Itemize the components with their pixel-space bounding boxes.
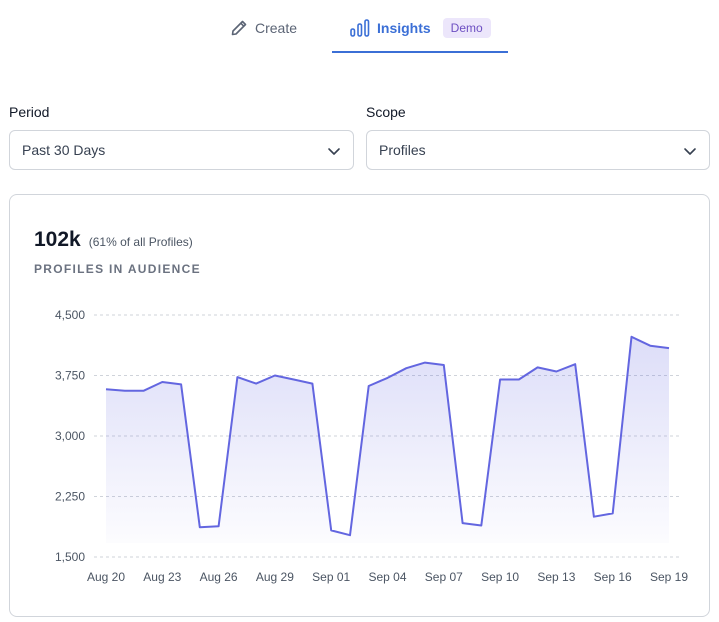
demo-badge: Demo [442, 18, 491, 38]
data-point[interactable] [667, 346, 672, 351]
data-point[interactable] [648, 343, 653, 348]
tab-insights-label: Insights [377, 20, 431, 36]
data-point[interactable] [329, 528, 334, 533]
data-point[interactable] [160, 379, 165, 384]
data-point[interactable] [141, 388, 146, 393]
data-point[interactable] [197, 525, 202, 530]
metric-label: PROFILES IN AUDIENCE [34, 262, 201, 276]
x-tick-label: Aug 23 [143, 570, 181, 584]
metric-value: 102k [34, 228, 81, 251]
data-point[interactable] [479, 523, 484, 528]
chart-area-fill [106, 336, 669, 543]
chevron-down-icon [328, 148, 340, 155]
active-tab-indicator [332, 51, 508, 53]
x-tick-label: Sep 04 [368, 570, 406, 584]
tab-insights[interactable]: Insights Demo [349, 18, 491, 38]
data-point[interactable] [347, 533, 352, 538]
data-point[interactable] [291, 377, 296, 382]
data-point[interactable] [554, 369, 559, 374]
data-point[interactable] [610, 511, 615, 516]
data-point[interactable] [460, 521, 465, 526]
bar-chart-icon [350, 19, 370, 37]
x-tick-label: Aug 20 [87, 570, 125, 584]
x-tick-label: Aug 26 [200, 570, 238, 584]
data-point[interactable] [179, 382, 184, 387]
y-tick-label: 4,500 [55, 308, 85, 322]
x-tick-label: Sep 19 [650, 570, 688, 584]
metric-subtitle: (61% of all Profiles) [88, 235, 193, 249]
y-tick-label: 1,500 [55, 550, 85, 564]
data-point[interactable] [216, 524, 221, 529]
data-point[interactable] [385, 375, 390, 380]
data-point[interactable] [366, 383, 371, 388]
data-point[interactable] [254, 381, 259, 386]
y-tick-label: 3,750 [55, 369, 85, 383]
chevron-down-icon [684, 148, 696, 155]
tab-create-label: Create [255, 20, 298, 36]
y-tick-label: 3,000 [55, 429, 85, 443]
data-point[interactable] [573, 362, 578, 367]
period-select[interactable]: Past 30 Days [9, 130, 354, 170]
x-tick-label: Sep 16 [594, 570, 632, 584]
chart-series-line [105, 335, 670, 537]
pencil-icon [231, 20, 247, 36]
data-point[interactable] [629, 334, 634, 339]
x-tick-label: Sep 13 [537, 570, 575, 584]
y-tick-label: 2,250 [55, 490, 85, 504]
scope-select-value: Profiles [379, 142, 426, 158]
data-point[interactable] [591, 514, 596, 519]
data-point[interactable] [104, 387, 109, 392]
data-point[interactable] [404, 366, 409, 371]
period-label: Period [9, 104, 50, 120]
data-point[interactable] [272, 373, 277, 378]
data-point[interactable] [423, 360, 428, 365]
metric-summary: 102k (61% of all Profiles) [34, 228, 193, 252]
data-point[interactable] [498, 377, 503, 382]
x-tick-label: Aug 29 [256, 570, 294, 584]
x-tick-label: Sep 07 [425, 570, 463, 584]
data-point[interactable] [441, 363, 446, 368]
chart-y-axis: 1,500 2,250 3,000 3,750 4,500 [55, 308, 85, 564]
period-select-value: Past 30 Days [22, 142, 106, 158]
chart-x-axis: Aug 20 Aug 23 Aug 26 Aug 29 Sep 01 Sep 04 Sep … [87, 570, 688, 584]
x-tick-label: Sep 10 [481, 570, 519, 584]
tab-create[interactable]: Create [229, 18, 297, 38]
x-tick-label: Sep 01 [312, 570, 350, 584]
tab-bar: Create Insights Demo [0, 0, 719, 54]
data-point[interactable] [310, 381, 315, 386]
data-point[interactable] [235, 375, 240, 380]
scope-label: Scope [366, 104, 406, 120]
data-point[interactable] [535, 365, 540, 370]
data-point[interactable] [122, 388, 127, 393]
data-point[interactable] [516, 377, 521, 382]
scope-select[interactable]: Profiles [366, 130, 710, 170]
